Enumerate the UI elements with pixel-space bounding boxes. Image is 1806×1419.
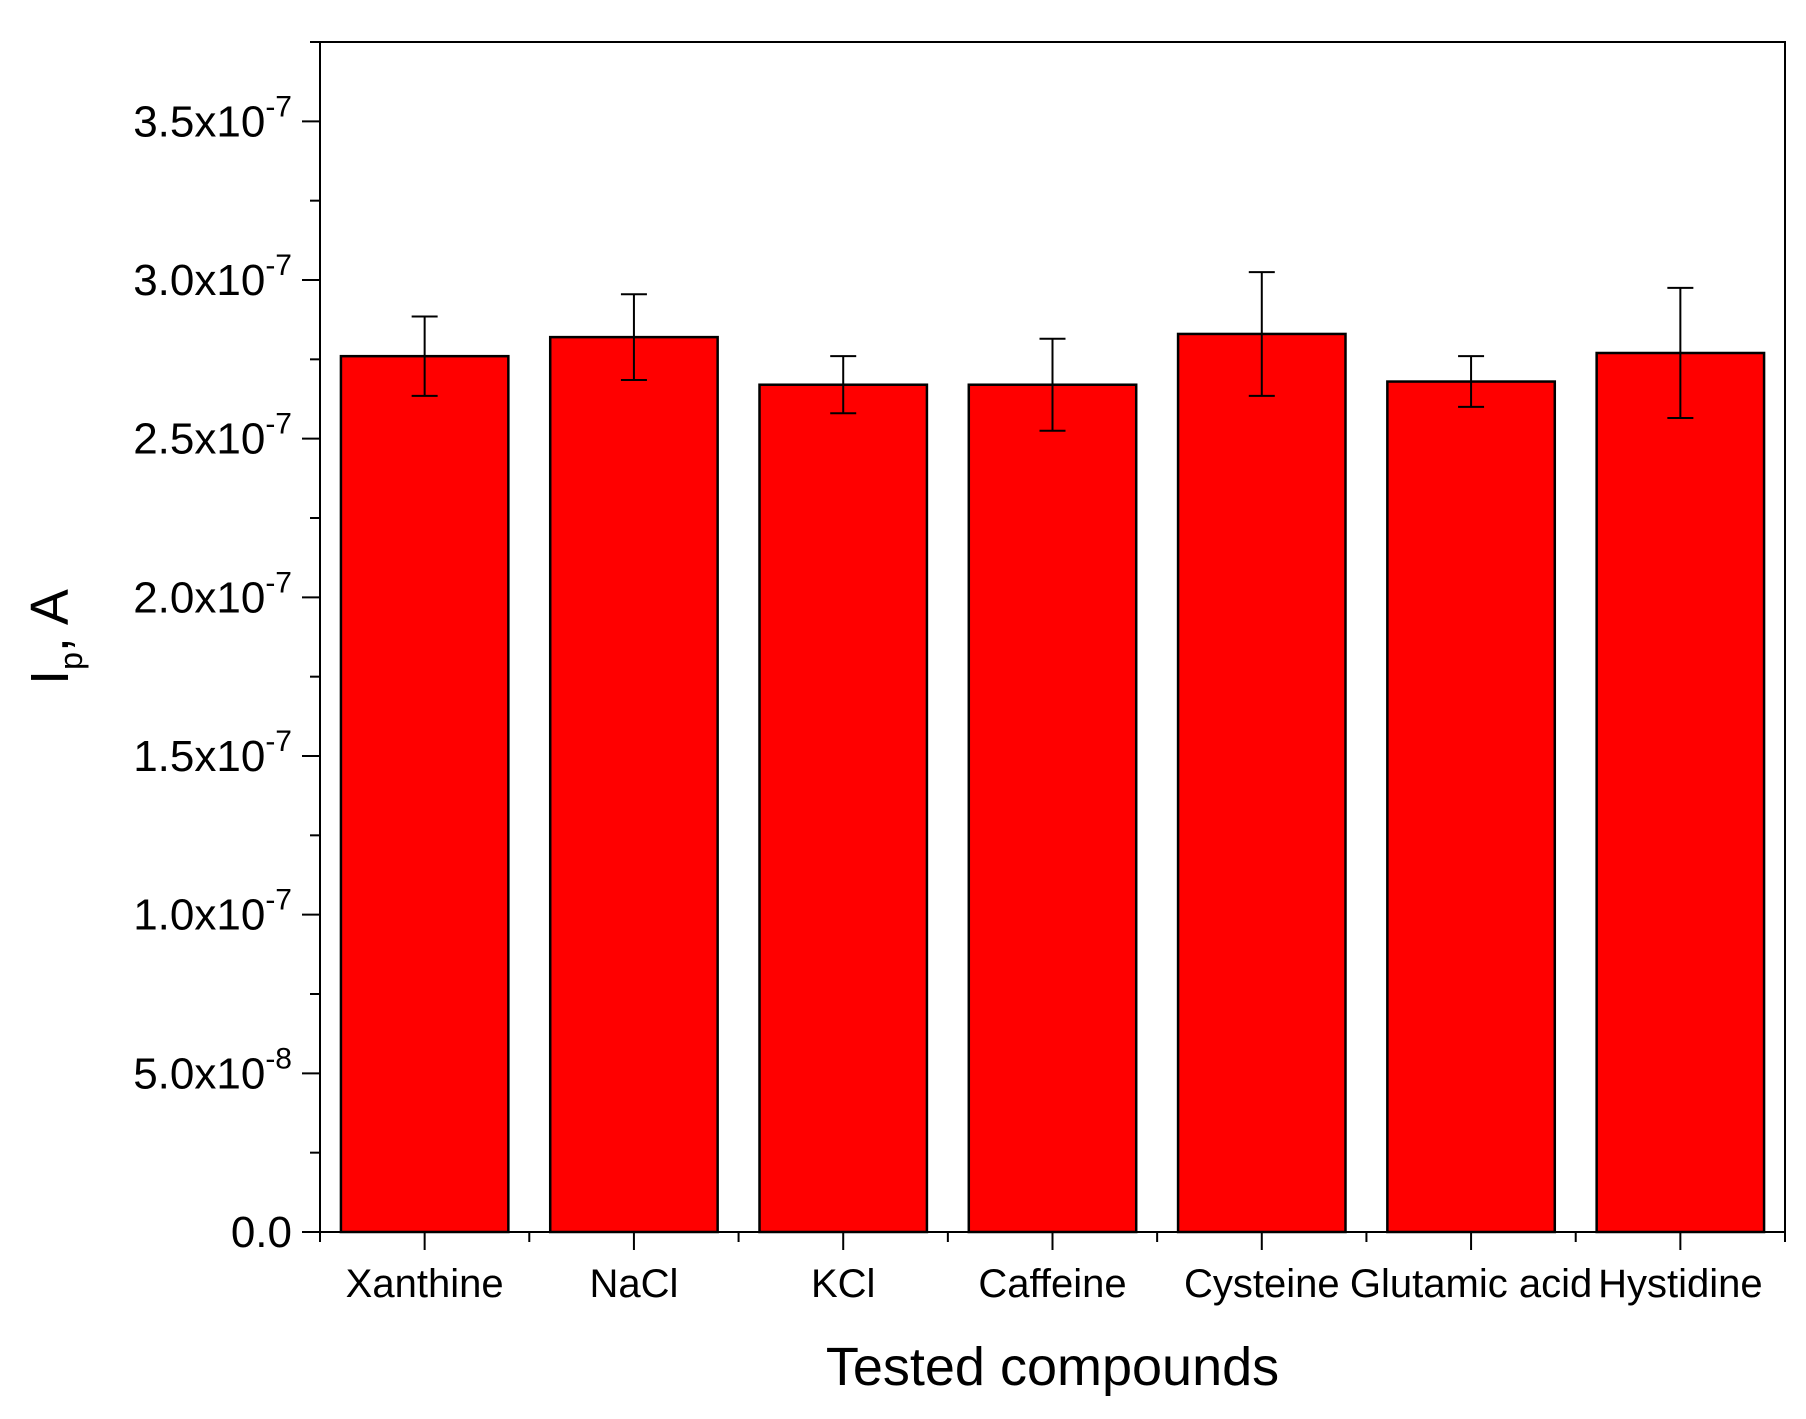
x-tick-label: Hystidine <box>1598 1262 1763 1306</box>
error-bars-layer <box>411 271 1694 432</box>
y-tick-exponent: -7 <box>265 725 292 758</box>
y-tick-exponent: -7 <box>265 249 292 282</box>
bar-caffeine <box>967 383 1138 1234</box>
error-bar-cysteine <box>1248 271 1275 397</box>
y-tick-mantissa: 5.0x10 <box>133 1049 265 1098</box>
y-tick-label: 1.5x10-7 <box>133 725 292 781</box>
bar-cysteine <box>1176 332 1347 1234</box>
y-axis-title-rest: , A <box>20 589 80 652</box>
y-tick-mantissa: 3.5x10 <box>133 97 265 146</box>
bars-layer <box>339 332 1766 1234</box>
x-tick-label: NaCl <box>589 1262 678 1306</box>
y-tick-label: 1.0x10-7 <box>133 884 292 940</box>
y-tick-exponent: -7 <box>265 90 292 123</box>
bar-nacl <box>548 335 719 1234</box>
y-tick-mantissa: 0.0 <box>231 1208 292 1257</box>
error-bar-glutamic-acid <box>1458 355 1485 408</box>
y-axis-title-main: I <box>20 670 80 685</box>
bar-glutamic-acid <box>1386 380 1557 1234</box>
y-tick-exponent: -8 <box>265 1042 292 1075</box>
y-tick-label: 0.0 <box>231 1208 292 1257</box>
error-bar-xanthine <box>411 315 438 397</box>
x-tick-label: KCl <box>811 1262 875 1306</box>
y-tick-mantissa: 1.5x10 <box>133 732 265 781</box>
error-bar-hystidine <box>1667 286 1694 420</box>
x-tick-label: Xanthine <box>346 1262 504 1306</box>
y-axis-title-subscript: p <box>53 652 89 670</box>
error-bar-nacl <box>620 293 647 381</box>
y-axis-title: Ip, A <box>20 589 89 685</box>
y-tick-label: 2.0x10-7 <box>133 566 292 622</box>
y-tick-label: 2.5x10-7 <box>133 408 292 464</box>
y-tick-mantissa: 3.0x10 <box>133 256 265 305</box>
y-tick-label: 5.0x10-8 <box>133 1042 292 1098</box>
x-tick-label: Glutamic acid <box>1350 1262 1592 1306</box>
x-axis-title: Tested compounds <box>826 1337 1279 1397</box>
y-axis: 0.05.0x10-81.0x10-71.5x10-72.0x10-72.5x1… <box>133 41 320 1257</box>
x-tick-label: Caffeine <box>978 1262 1126 1306</box>
y-tick-exponent: -7 <box>265 408 292 441</box>
bar-kcl <box>758 383 929 1234</box>
error-bar-kcl <box>830 355 857 415</box>
y-tick-mantissa: 2.0x10 <box>133 573 265 622</box>
x-axis: Xanthine NaCl KCl Caffeine Cysteine Glutamic … <box>319 1232 1786 1306</box>
x-tick-label: Cysteine <box>1184 1262 1340 1306</box>
y-tick-mantissa: 1.0x10 <box>133 891 265 940</box>
bar-hystidine <box>1595 351 1766 1234</box>
y-tick-exponent: -7 <box>265 566 292 599</box>
y-tick-exponent: -7 <box>265 884 292 917</box>
error-bar-caffeine <box>1039 337 1066 432</box>
y-tick-label: 3.0x10-7 <box>133 249 292 305</box>
y-tick-label: 3.5x10-7 <box>133 90 292 146</box>
bar-xanthine <box>339 354 510 1234</box>
y-tick-mantissa: 2.5x10 <box>133 415 265 464</box>
